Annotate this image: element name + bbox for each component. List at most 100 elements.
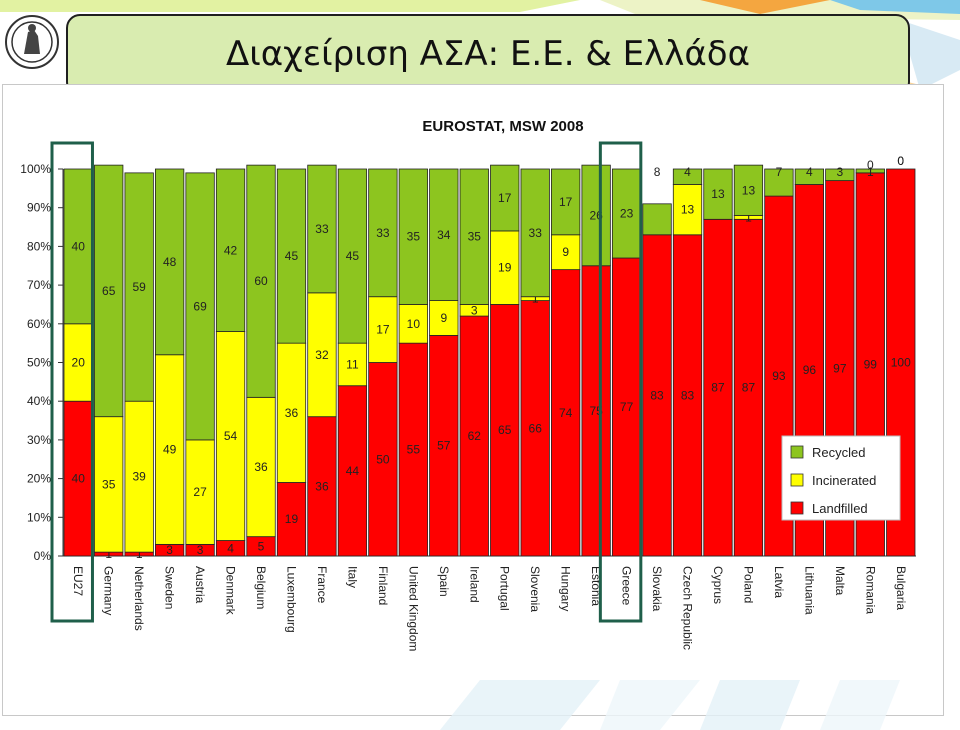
data-label: 32 xyxy=(315,348,329,362)
bar-segment-recycled xyxy=(307,164,337,294)
bar-segment-recycled xyxy=(368,168,398,298)
data-label: 57 xyxy=(437,439,451,453)
data-label: 59 xyxy=(132,280,146,294)
x-tick-label: Spain xyxy=(437,566,451,597)
bar-segment-incinerated xyxy=(154,354,185,545)
data-label: 4 xyxy=(227,541,234,555)
bar-segment-recycled xyxy=(764,168,794,197)
bar-segment-recycled xyxy=(63,168,93,325)
y-tick-label: 60% xyxy=(27,317,51,331)
x-tick-label: Poland xyxy=(741,566,755,603)
bar-segment-recycled xyxy=(276,168,307,344)
data-label: 3 xyxy=(197,543,204,557)
data-label: 50 xyxy=(376,452,390,466)
x-tick-label: Lithuania xyxy=(802,566,816,615)
data-label: 4 xyxy=(806,165,813,179)
bar-segment-landfilled xyxy=(429,335,459,557)
data-label: 100 xyxy=(891,356,911,370)
chart-title: EUROSTAT, MSW 2008 xyxy=(422,118,583,135)
data-label: 97 xyxy=(833,361,847,375)
legend-label-incinerated: Incinerated xyxy=(812,473,876,488)
bar-segment-recycled xyxy=(611,168,642,259)
bar-segment-recycled xyxy=(703,168,733,220)
data-label: 74 xyxy=(559,406,573,420)
x-tick-label: Denmark xyxy=(224,566,238,616)
y-tick-label: 70% xyxy=(27,278,51,292)
bar-segment-landfilled xyxy=(459,315,489,557)
data-label: 35 xyxy=(468,230,482,244)
data-label: 65 xyxy=(102,284,116,298)
bar-segment-landfilled xyxy=(398,342,428,557)
bar-segment-recycled xyxy=(794,168,825,185)
data-label: 83 xyxy=(650,388,664,402)
data-label: 44 xyxy=(346,464,360,478)
data-label: 62 xyxy=(468,429,482,443)
x-tick-label: Malta xyxy=(833,566,847,596)
bar-segment-incinerated xyxy=(246,396,276,538)
data-label: 3 xyxy=(836,165,843,179)
bar-segment-incinerated xyxy=(337,342,368,387)
x-tick-label: Portugal xyxy=(498,566,512,611)
x-tick-label: Finland xyxy=(376,566,390,605)
x-tick-label: Austria xyxy=(193,566,207,604)
bar-segment-incinerated xyxy=(307,292,337,418)
slide-bottom-decoration xyxy=(440,680,900,730)
bar-segment-recycled xyxy=(337,168,368,344)
data-label: 1 xyxy=(867,165,874,179)
y-tick-label: 100% xyxy=(20,162,51,176)
data-label: 0 xyxy=(867,158,874,172)
x-tick-label: Latvia xyxy=(772,566,786,598)
data-label: 87 xyxy=(711,381,725,395)
bar-segment-incinerated xyxy=(672,184,703,236)
bar-segment-landfilled xyxy=(703,218,733,557)
bar-segment-incinerated xyxy=(490,230,520,305)
data-label: 17 xyxy=(498,191,512,205)
slide-title-box: Διαχείριση ΑΣΑ: Ε.Ε. & Ελλάδα xyxy=(66,14,910,96)
data-label: 0 xyxy=(897,154,904,168)
x-tick-label: Belgium xyxy=(254,566,268,609)
data-label: 35 xyxy=(102,477,116,491)
bar-segment-recycled xyxy=(185,172,215,441)
data-label: 13 xyxy=(681,203,695,217)
data-label: 0 xyxy=(897,154,904,168)
bar-segment-incinerated xyxy=(63,323,93,402)
bar-segment-incinerated xyxy=(368,296,398,363)
highlight-box-greece xyxy=(598,141,643,623)
data-label: 5 xyxy=(258,539,265,553)
data-label: 65 xyxy=(498,423,512,437)
data-label: 23 xyxy=(620,207,634,221)
bar-segment-recycled xyxy=(733,164,764,216)
bar-segment-landfilled xyxy=(733,218,764,557)
data-label: 48 xyxy=(163,255,177,269)
data-label: 33 xyxy=(529,226,543,240)
x-tick-label: Hungary xyxy=(559,566,573,611)
bar-segment-recycled xyxy=(551,168,581,236)
x-tick-label: Ireland xyxy=(467,566,481,603)
legend-swatch-recycled xyxy=(790,445,804,459)
data-label: 93 xyxy=(772,369,786,383)
bar-segment-incinerated xyxy=(276,342,307,483)
data-label: 4 xyxy=(684,165,691,179)
bar-segment-recycled xyxy=(154,168,185,356)
data-label: 19 xyxy=(285,512,299,526)
bar-segment-landfilled xyxy=(551,269,581,557)
slide-title: Διαχείριση ΑΣΑ: Ε.Ε. & Ελλάδα xyxy=(225,34,750,74)
data-label: 66 xyxy=(529,421,543,435)
bar-segment-recycled xyxy=(581,164,611,267)
bar-segment-incinerated xyxy=(124,400,154,553)
data-label: 36 xyxy=(254,460,268,474)
legend-swatch-incinerated xyxy=(790,473,804,487)
y-tick-label: 90% xyxy=(27,201,51,215)
bar-segment-incinerated xyxy=(185,439,215,545)
x-tick-label: Cyprus xyxy=(711,566,725,604)
bar-segment-recycled xyxy=(459,168,489,305)
x-tick-label: Bulgaria xyxy=(894,566,908,610)
data-label: 99 xyxy=(864,357,878,371)
bar-segment-landfilled xyxy=(368,362,398,557)
bar-segment-landfilled xyxy=(611,257,642,557)
bar-segment-recycled xyxy=(642,203,672,236)
data-label: 27 xyxy=(193,485,207,499)
legend-label-recycled: Recycled xyxy=(812,445,865,460)
bar-segment-recycled xyxy=(490,164,520,232)
data-label: 17 xyxy=(376,323,390,337)
